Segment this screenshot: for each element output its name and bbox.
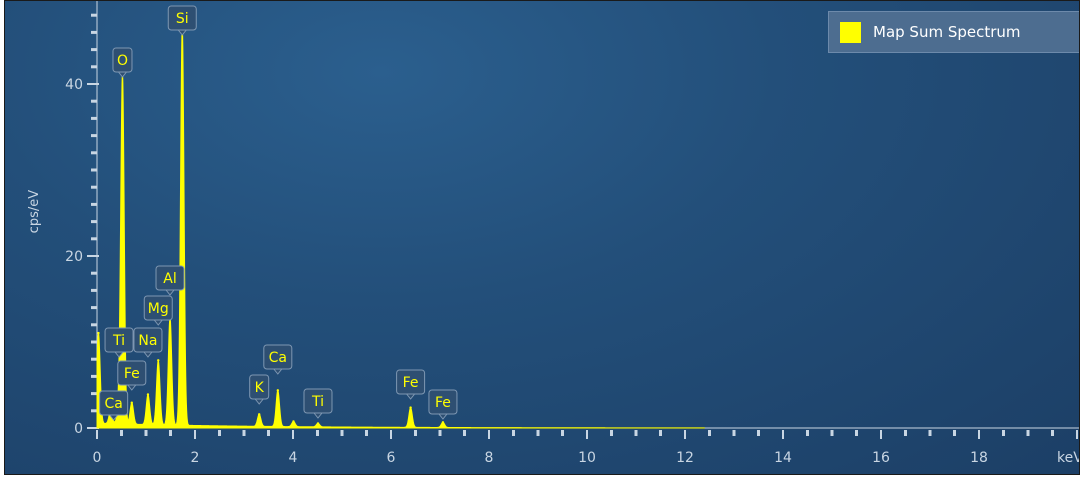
spectrum-peak-point xyxy=(157,359,160,362)
x-tick-label: 16 xyxy=(872,450,890,466)
y-axis-label: cps/eV xyxy=(27,190,42,234)
annotation-pointer xyxy=(177,29,188,36)
spectrum-peak-point xyxy=(292,420,295,423)
annotation-label: Fe xyxy=(124,366,140,382)
annotation-label: Fe xyxy=(403,375,419,391)
annotation-pointer xyxy=(117,71,128,78)
annotation-label: Ca xyxy=(104,396,122,412)
spectrum-peak-point xyxy=(316,422,320,425)
annotation-label: Ti xyxy=(112,333,125,349)
spectrum-peak-point xyxy=(97,331,100,335)
y-tick-label: 40 xyxy=(65,77,83,93)
annotation-pointer xyxy=(405,393,416,400)
spectrum-peak-point xyxy=(276,389,280,392)
x-tick-label: 8 xyxy=(485,450,494,466)
legend-label: Map Sum Spectrum xyxy=(873,23,1021,41)
annotation-label: Na xyxy=(138,333,157,349)
spectrum-series xyxy=(96,25,705,429)
x-tick-label: 14 xyxy=(774,450,792,466)
x-tick-label: 2 xyxy=(191,450,200,466)
spectrum-peak-point xyxy=(441,421,445,424)
annotation-pointer xyxy=(437,413,448,420)
annotation-label: Al xyxy=(163,271,176,287)
annotation-label: Mg xyxy=(148,301,169,317)
x-tick-label: 4 xyxy=(289,450,298,466)
annotation-pointer xyxy=(153,319,164,326)
x-tick-label: 0 xyxy=(93,450,102,466)
annotation-label: O xyxy=(117,53,128,69)
x-tick-label: 12 xyxy=(676,450,694,466)
annotation-label: Si xyxy=(176,11,189,27)
chart-plot-area: 0 20 40 cps/eV 0 2 4 6 8 10 12 14 16 18 keV Si O Al Mg Ti Na… xyxy=(27,1,1080,466)
annotation-label: Ti xyxy=(311,394,324,410)
annotation-pointer xyxy=(142,351,154,358)
annotation-label: Fe xyxy=(435,395,451,411)
spectrum-peak-point xyxy=(257,413,261,416)
annotation-label: K xyxy=(255,380,265,396)
spectrum-peak-point xyxy=(130,401,133,404)
legend-swatch xyxy=(840,22,861,43)
chart-legend[interactable]: Map Sum Spectrum xyxy=(828,11,1079,53)
y-tick-label: 20 xyxy=(65,249,83,265)
annotation-pointer xyxy=(126,384,137,391)
x-tick-label: 10 xyxy=(578,450,596,466)
spectrum-peak-point xyxy=(146,393,150,396)
x-tick-label: 18 xyxy=(970,450,988,466)
annotation-pointer xyxy=(254,398,265,405)
annotation-pointer xyxy=(114,351,125,358)
annotation-pointer xyxy=(312,412,324,419)
annotation-pointer xyxy=(108,414,119,421)
x-axis-label: keV xyxy=(1057,450,1080,466)
spectrum-chart: 0 20 40 cps/eV 0 2 4 6 8 10 12 14 16 18 keV Si O Al Mg Ti Na… xyxy=(4,0,1080,475)
y-tick-label: 0 xyxy=(74,421,83,437)
annotation-pointer xyxy=(164,289,176,296)
spectrum-peak-point xyxy=(409,406,412,409)
annotation-pointer xyxy=(272,368,283,375)
annotation-label: Ca xyxy=(269,350,287,366)
x-tick-label: 6 xyxy=(387,450,396,466)
